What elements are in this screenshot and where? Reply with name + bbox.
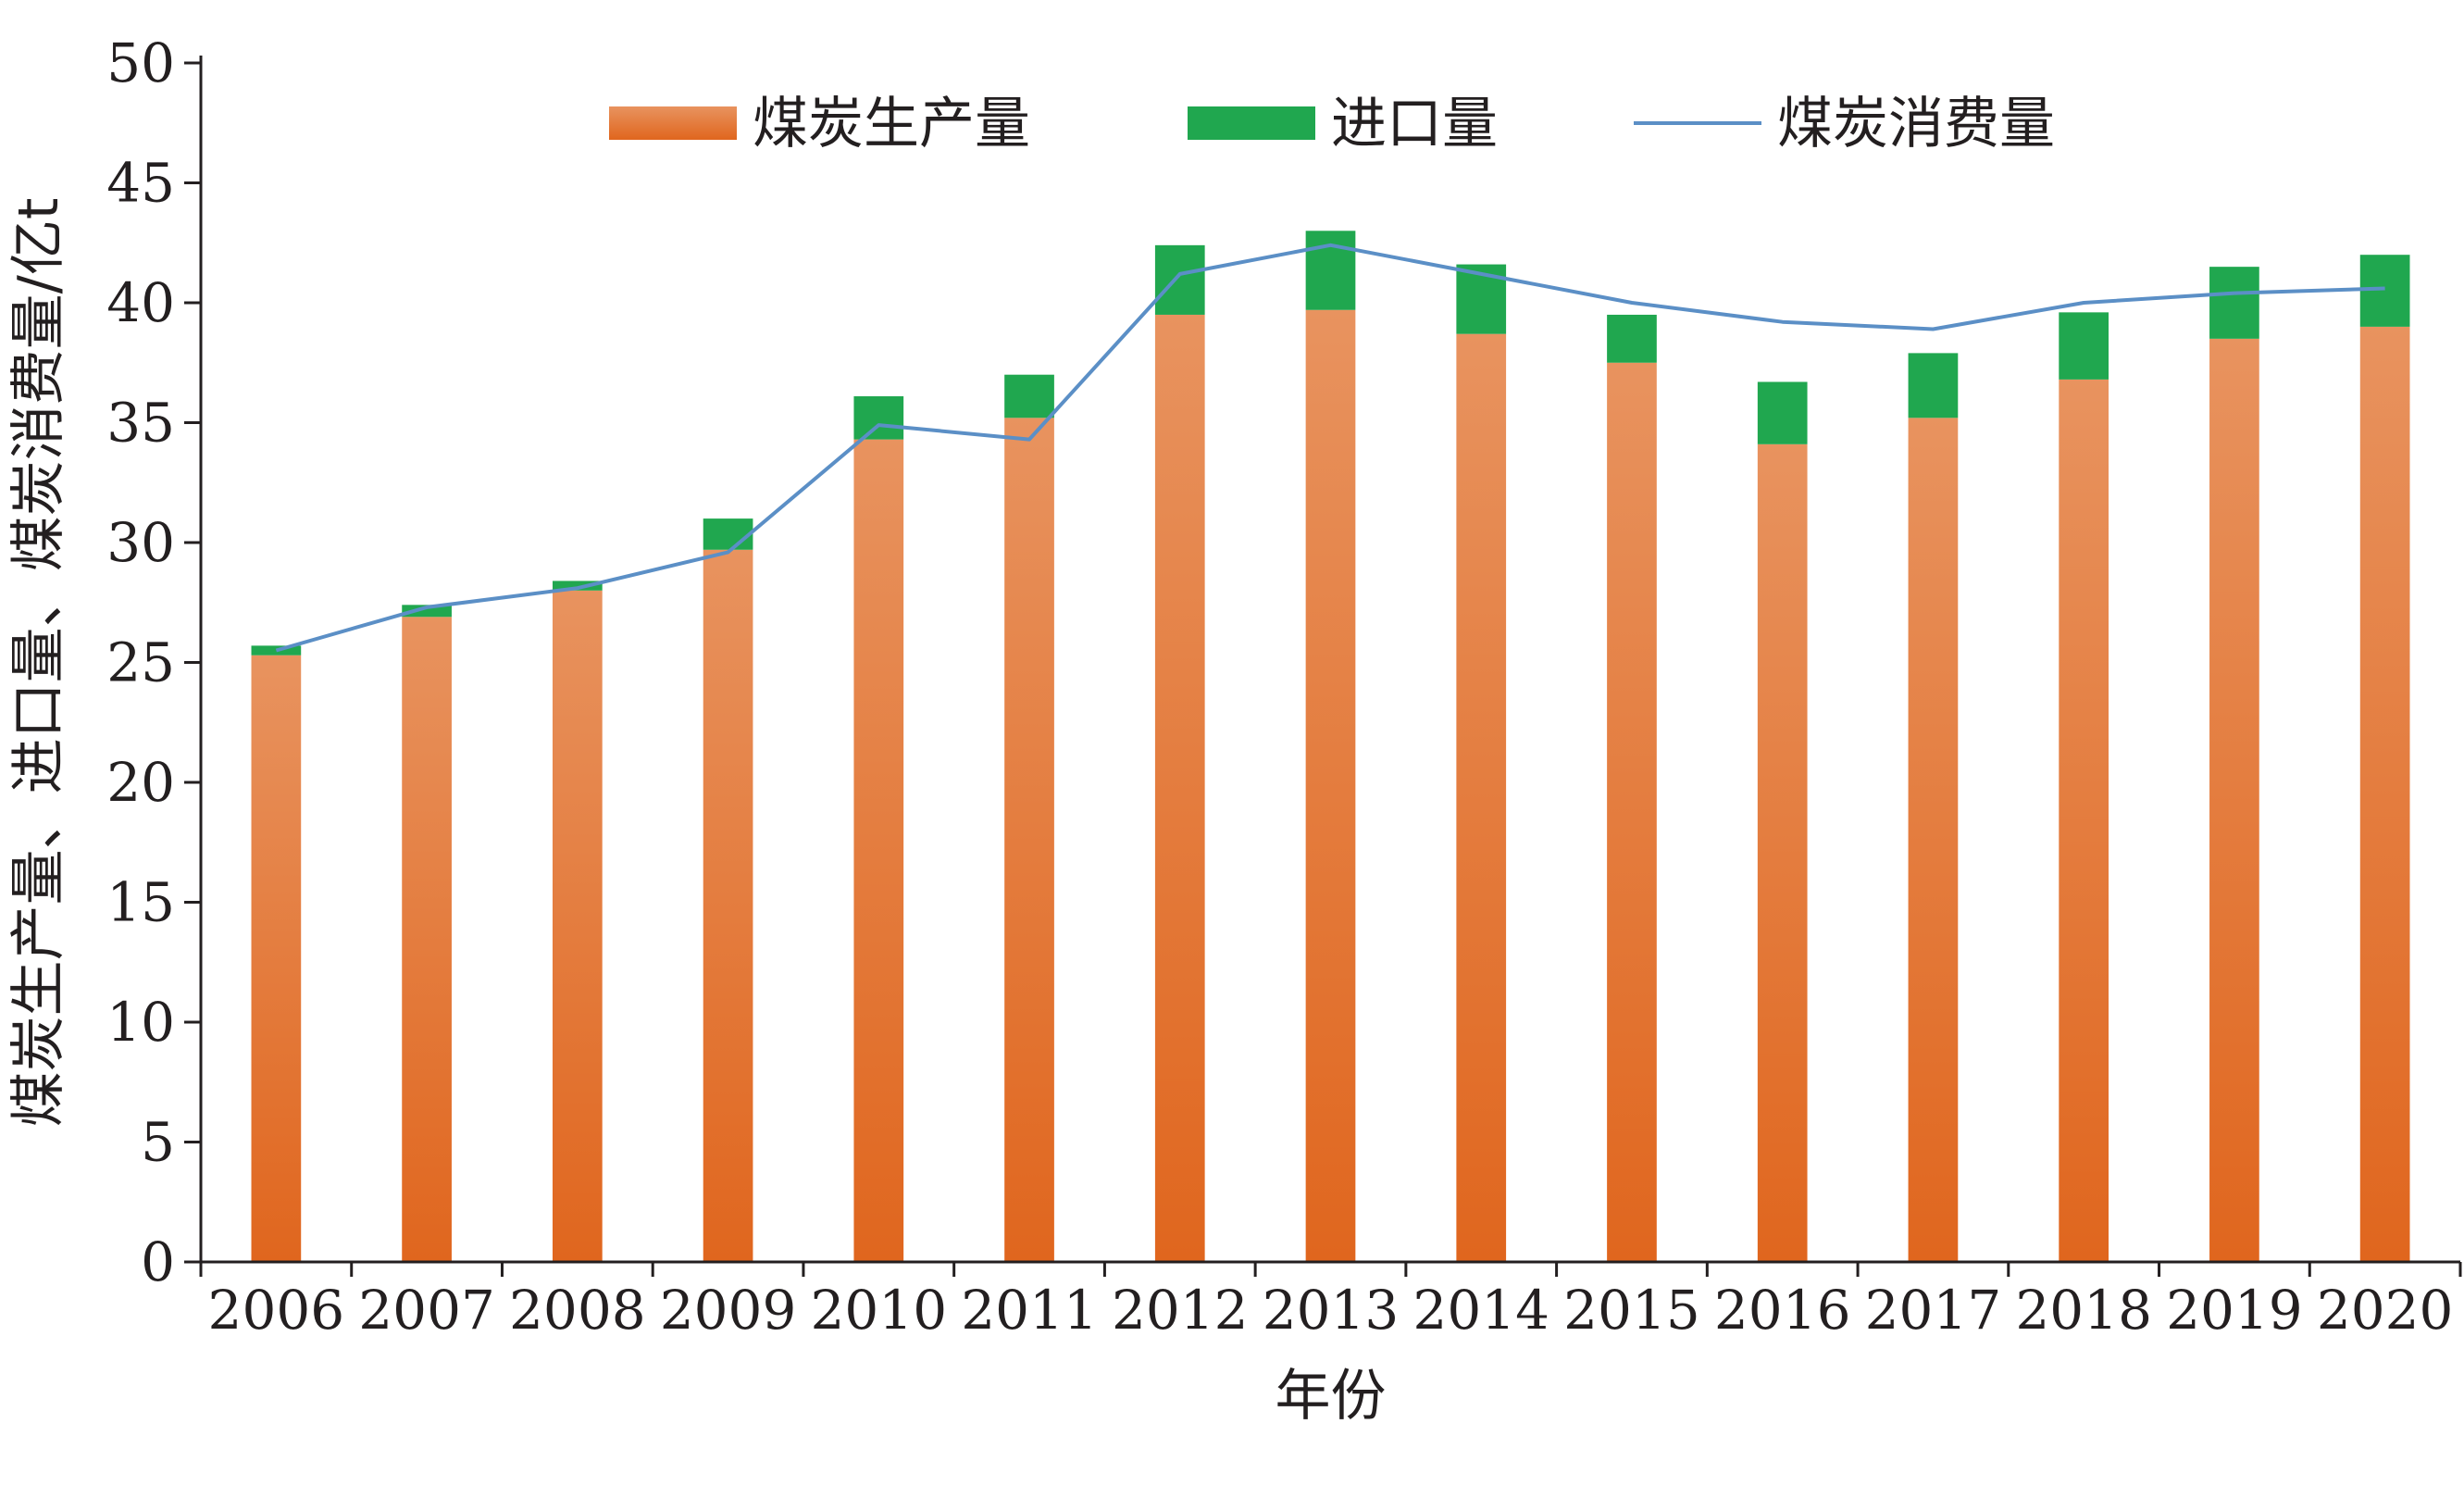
bar-import-2012 xyxy=(1154,244,1205,315)
x-tick-label: 2009 xyxy=(660,1279,797,1342)
bar-production-2014 xyxy=(1456,333,1507,1262)
bar-production-2008 xyxy=(552,590,603,1262)
bar-import-2009 xyxy=(703,518,753,550)
y-tick-label: 15 xyxy=(106,871,175,934)
bar-import-2015 xyxy=(1607,314,1657,363)
legend-label: 煤炭消费量 xyxy=(1777,92,2055,156)
bar-production-2016 xyxy=(1757,443,1808,1262)
bar-import-2008 xyxy=(552,581,603,591)
x-tick-label: 2019 xyxy=(2166,1279,2303,1342)
x-tick-label: 2017 xyxy=(1865,1279,2002,1342)
bar-production-2013 xyxy=(1305,309,1356,1262)
bar-production-2011 xyxy=(1004,418,1054,1262)
legend-swatch xyxy=(1188,106,1315,140)
legend-item: 煤炭生产量 xyxy=(609,92,1030,156)
bar-production-2019 xyxy=(2209,338,2259,1263)
y-tick-label: 35 xyxy=(106,392,175,455)
x-tick-label: 2012 xyxy=(1112,1279,1249,1342)
y-tick-label: 10 xyxy=(106,991,175,1054)
x-tick-label: 2014 xyxy=(1412,1279,1549,1342)
y-axis-title: 煤炭生产量、进口量、煤炭消费量/亿t xyxy=(6,198,71,1128)
bar-import-2013 xyxy=(1305,231,1356,310)
x-tick-label: 2018 xyxy=(2015,1279,2152,1342)
legend-label: 进口量 xyxy=(1331,92,1498,156)
y-tick-label: 45 xyxy=(106,152,175,215)
x-tick-label: 2013 xyxy=(1263,1279,1400,1342)
y-tick-label: 50 xyxy=(106,31,175,94)
bar-import-2010 xyxy=(853,396,904,440)
legend-item: 煤炭消费量 xyxy=(1634,92,2055,156)
x-axis-title: 年份 xyxy=(1276,1364,1387,1429)
x-tick-label: 2011 xyxy=(961,1279,1098,1342)
y-tick-label: 40 xyxy=(106,271,175,334)
axes-layer: 0 5 10 15 20 25 30 35 40 45 50 2006 2007 2008 2009 2010… xyxy=(106,31,2462,1342)
bar-import-2018 xyxy=(2059,312,2109,380)
bar-production-2010 xyxy=(853,439,904,1262)
bar-import-2006 xyxy=(251,645,302,656)
bar-import-2017 xyxy=(1908,353,1959,418)
axis-labels: 年份 煤炭生产量、进口量、煤炭消费量/亿t xyxy=(6,198,1387,1429)
bars-layer xyxy=(251,231,2410,1263)
x-tick-label: 2006 xyxy=(208,1279,345,1342)
line-layer xyxy=(275,243,2385,653)
y-tick-label: 5 xyxy=(141,1111,175,1174)
y-tick-label: 20 xyxy=(106,751,175,814)
y-tick-label: 30 xyxy=(106,511,175,574)
x-tick-label: 2020 xyxy=(2317,1279,2454,1342)
bar-production-2006 xyxy=(251,655,302,1262)
bar-import-2019 xyxy=(2209,267,2259,339)
bar-import-2016 xyxy=(1757,381,1808,444)
y-tick-label: 0 xyxy=(141,1230,175,1293)
x-tick-label: 2016 xyxy=(1714,1279,1851,1342)
legend: 煤炭生产量 进口量 煤炭消费量 xyxy=(609,92,2055,156)
x-tick-label: 2010 xyxy=(810,1279,947,1342)
x-tick-label: 2015 xyxy=(1563,1279,1700,1342)
bar-production-2017 xyxy=(1908,418,1959,1262)
bar-production-2018 xyxy=(2059,379,2109,1262)
bar-production-2020 xyxy=(2359,326,2410,1262)
bar-production-2007 xyxy=(402,617,452,1262)
x-tick-label: 2007 xyxy=(358,1279,495,1342)
bar-import-2011 xyxy=(1004,374,1054,418)
bar-production-2012 xyxy=(1154,314,1205,1262)
line-consumption xyxy=(275,243,2385,653)
bar-production-2015 xyxy=(1607,362,1657,1262)
bar-production-2009 xyxy=(703,549,753,1262)
bar-import-2007 xyxy=(402,605,452,618)
y-tick-label: 25 xyxy=(106,631,175,694)
x-tick-label: 2008 xyxy=(509,1279,646,1342)
legend-label: 煤炭生产量 xyxy=(753,92,1030,156)
legend-item: 进口量 xyxy=(1188,92,1498,156)
legend-swatch xyxy=(609,106,737,140)
